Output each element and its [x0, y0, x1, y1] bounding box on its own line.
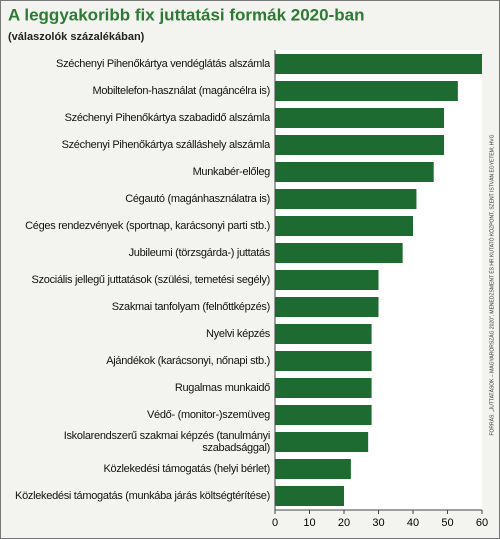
y-tick-label-box: Közlekedési támogatás (munkába járás köl…	[15, 490, 270, 502]
y-tick-label: Nyelvi képzés	[206, 328, 270, 340]
y-tick-label: Rugalmas munkaidő	[174, 382, 270, 394]
y-tick-label-box: Védő- (monitor-)szemüveg	[146, 409, 270, 421]
y-tick-label-box: Munkabér-előleg	[192, 166, 270, 178]
y-tick-label-box: Szociális jellegű juttatások (szülési, t…	[31, 274, 270, 286]
bar	[275, 378, 372, 398]
bar	[275, 297, 379, 317]
y-tick-label-box: Jubileumi (törzsgárda-) juttatás	[128, 247, 270, 259]
x-tick-label: 40	[407, 517, 419, 529]
bar	[275, 54, 482, 74]
source: FORRÁS: „JUTTATÁSOK – MAGYARORSZÁG 2020”…	[488, 134, 495, 435]
x-tick-label: 30	[372, 517, 384, 529]
bar	[275, 351, 372, 371]
y-tick-label-box: Iskolarendszerű szakmai képzés (tanulmán…	[63, 430, 270, 454]
bar	[275, 243, 403, 263]
x-tick-label: 60	[476, 517, 488, 529]
y-tick-label-box: Cégautó (magánhasználatra is)	[125, 193, 270, 205]
y-tick-label-box: Ajándékok (karácsonyi, nőnapi stb.)	[106, 355, 270, 367]
chart-title: A leggyakoribb fix juttatási formák 2020…	[8, 5, 364, 24]
bar	[275, 270, 379, 290]
y-tick-label-box: Rugalmas munkaidő	[174, 382, 270, 394]
y-tick-label: Közlekedési támogatás (munkába járás köl…	[15, 490, 270, 502]
y-tick-label-box: Széchenyi Pihenőkártya szabadidő alszáml…	[64, 112, 270, 124]
y-tick-label-box: Mobiltelefon-használat (magáncélra is)	[92, 85, 270, 97]
y-tick-label-box: Szakmai tanfolyam (felnőttképzés)	[111, 301, 270, 313]
bar	[275, 324, 372, 344]
x-tick-label: 20	[338, 517, 350, 529]
bar	[275, 459, 351, 479]
chart-subtitle: (válaszolók százalékában)	[8, 31, 145, 43]
y-tick-label: Céges rendezvények (sportnap, karácsonyi…	[25, 220, 270, 232]
y-tick-label: Védő- (monitor-)szemüveg	[146, 409, 270, 421]
bar	[275, 135, 445, 155]
x-tick-label: 50	[441, 517, 453, 529]
y-tick-label: Széchenyi Pihenőkártya vendéglátás alszá…	[56, 58, 270, 70]
bar	[275, 108, 445, 128]
y-tick-label: Mobiltelefon-használat (magáncélra is)	[92, 85, 270, 97]
y-tick-label: Széchenyi Pihenőkártya szabadidő alszáml…	[64, 112, 270, 124]
y-tick-label-box: Közlekedési támogatás (helyi bérlet)	[103, 463, 270, 475]
y-tick-label-box: Széchenyi Pihenőkártya vendéglátás alszá…	[56, 58, 270, 70]
bar	[275, 81, 458, 101]
y-tick-label: Cégautó (magánhasználatra is)	[125, 193, 270, 205]
y-tick-label: Munkabér-előleg	[192, 166, 270, 178]
y-tick-label: Iskolarendszerű szakmai képzés (tanulmán…	[63, 430, 270, 454]
y-tick-label: Szociális jellegű juttatások (szülési, t…	[31, 274, 270, 286]
y-tick-label: Jubileumi (törzsgárda-) juttatás	[128, 247, 270, 259]
bar	[275, 216, 413, 236]
x-tick-label: 10	[303, 517, 315, 529]
y-tick-label-box: Nyelvi képzés	[206, 328, 270, 340]
bar	[275, 486, 344, 506]
y-tick-label-box: Széchenyi Pihenőkártya szálláshely alszá…	[61, 139, 270, 151]
y-tick-label: Ajándékok (karácsonyi, nőnapi stb.)	[106, 355, 270, 367]
x-tick-label: 0	[272, 517, 278, 529]
y-tick-label: Széchenyi Pihenőkártya szálláshely alszá…	[61, 139, 270, 151]
bar	[275, 162, 434, 182]
y-tick-label: Közlekedési támogatás (helyi bérlet)	[103, 463, 270, 475]
bar	[275, 189, 417, 209]
y-tick-label-box: Céges rendezvények (sportnap, karácsonyi…	[25, 220, 270, 232]
bar	[275, 405, 372, 425]
bar	[275, 432, 369, 452]
y-tick-label: Szakmai tanfolyam (felnőttképzés)	[111, 301, 270, 313]
